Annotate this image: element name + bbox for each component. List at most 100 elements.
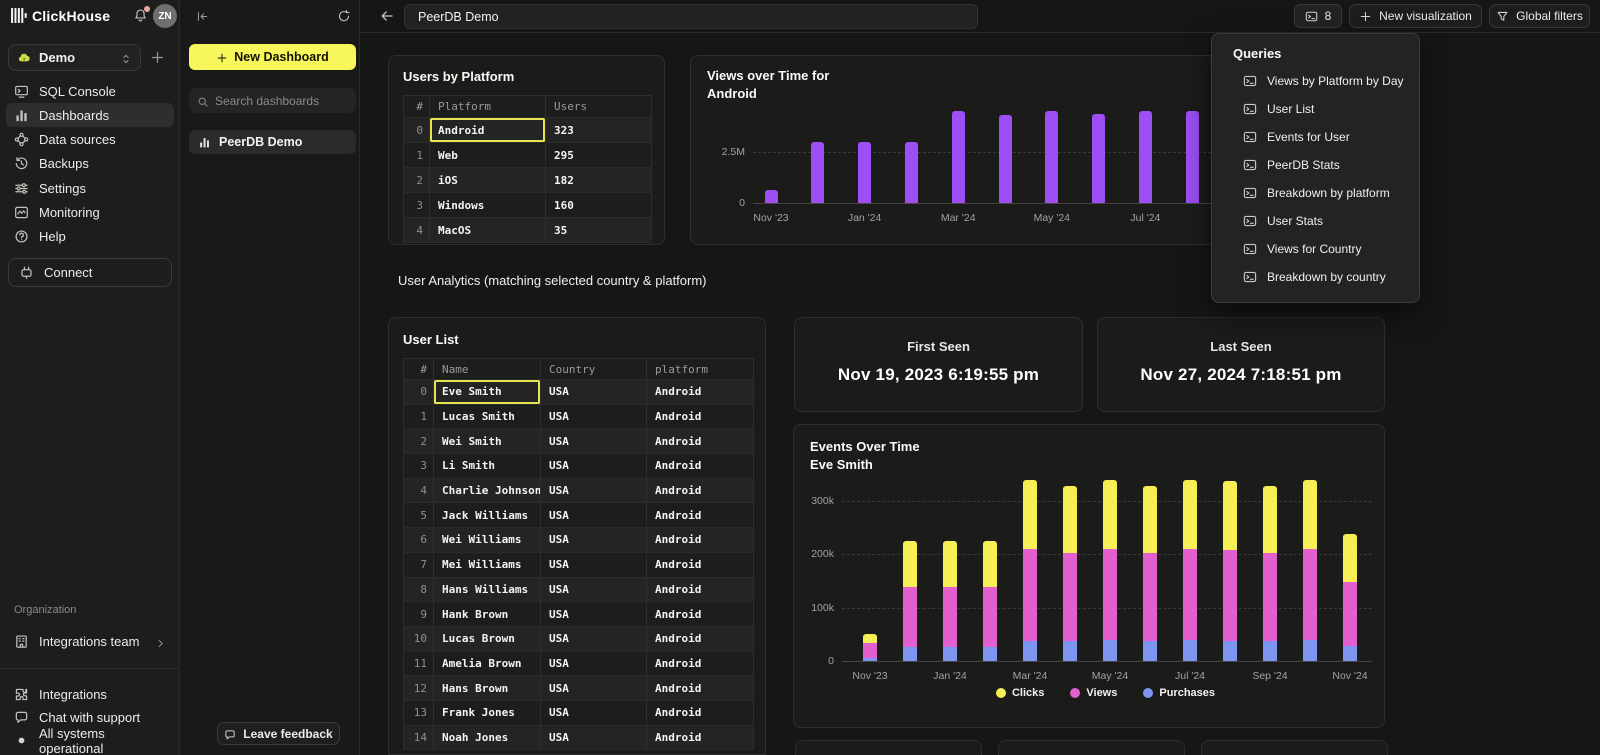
bar-segment-clicks[interactable] bbox=[983, 541, 997, 587]
table-cell[interactable]: Android bbox=[647, 429, 754, 455]
bar-segment-views[interactable] bbox=[1223, 550, 1237, 641]
table-row[interactable]: 8 Hans Williams USA Android bbox=[403, 577, 754, 603]
query-item-user-list[interactable]: User List bbox=[1212, 95, 1419, 123]
sidebar-item-backups[interactable]: Backups bbox=[6, 152, 174, 176]
bar-segment-clicks[interactable] bbox=[903, 541, 917, 587]
bar-segment-purchases[interactable] bbox=[983, 646, 997, 661]
bar-segment-purchases[interactable] bbox=[903, 646, 917, 661]
bar-segment-views[interactable] bbox=[1063, 552, 1077, 642]
sidebar-item-integrations-team[interactable]: Integrations team bbox=[6, 629, 174, 653]
connect-button[interactable]: Connect bbox=[8, 258, 172, 287]
table-cell[interactable]: Noah Jones bbox=[434, 725, 541, 751]
table-row[interactable]: 0 Eve Smith USA Android bbox=[403, 380, 754, 405]
dashboard-title-input[interactable] bbox=[404, 4, 978, 29]
sidebar-footer-item-chat-with-support[interactable]: Chat with support bbox=[6, 706, 174, 729]
query-item-breakdown-by-country[interactable]: Breakdown by country bbox=[1212, 263, 1419, 291]
bar-segment-views[interactable] bbox=[943, 586, 957, 648]
table-cell[interactable]: Lucas Smith bbox=[434, 404, 541, 430]
bar[interactable] bbox=[1045, 111, 1059, 203]
table-row[interactable]: 1 Web 295 bbox=[403, 143, 652, 168]
table-cell[interactable]: USA bbox=[541, 651, 647, 677]
back-arrow-icon[interactable] bbox=[379, 8, 395, 24]
table-row[interactable]: 2 iOS 182 bbox=[403, 168, 652, 193]
dashboard-list-item[interactable]: PeerDB Demo bbox=[189, 130, 356, 154]
table-cell[interactable]: Hank Brown bbox=[434, 602, 541, 627]
new-visualization-button[interactable]: New visualization bbox=[1349, 4, 1482, 28]
table-row[interactable]: 13 Frank Jones USA Android bbox=[403, 700, 754, 726]
table-cell[interactable]: 0 bbox=[403, 380, 434, 405]
table-row[interactable]: 2 Wei Smith USA Android bbox=[403, 429, 754, 455]
table-cell[interactable]: 1 bbox=[403, 143, 430, 168]
table-cell[interactable]: Frank Jones bbox=[434, 700, 541, 726]
bar[interactable] bbox=[1092, 114, 1106, 203]
bar-segment-clicks[interactable] bbox=[863, 634, 877, 644]
sidebar-item-help[interactable]: Help bbox=[6, 225, 174, 249]
bar-segment-purchases[interactable] bbox=[1023, 640, 1037, 661]
table-row[interactable]: 6 Wei Williams USA Android bbox=[403, 528, 754, 553]
table-cell[interactable]: Android bbox=[647, 602, 754, 627]
global-filters-button[interactable]: Global filters bbox=[1489, 4, 1590, 28]
column-header[interactable]: Name bbox=[434, 358, 541, 380]
table-cell[interactable]: 4 bbox=[403, 218, 430, 243]
table-cell[interactable]: USA bbox=[541, 404, 647, 430]
table-cell[interactable]: Lucas Brown bbox=[434, 626, 541, 652]
table-cell[interactable]: Android bbox=[647, 651, 754, 677]
bar[interactable] bbox=[1138, 111, 1152, 203]
legend-item-views[interactable]: Views bbox=[1070, 687, 1117, 699]
table-cell[interactable]: 3 bbox=[403, 454, 434, 479]
query-item-peerdb-stats[interactable]: PeerDB Stats bbox=[1212, 151, 1419, 179]
table-cell[interactable]: 295 bbox=[546, 143, 652, 168]
sidebar-item-sql-console[interactable]: SQL Console bbox=[6, 79, 174, 103]
table-cell[interactable]: USA bbox=[541, 577, 647, 603]
legend-item-purchases[interactable]: Purchases bbox=[1143, 687, 1215, 699]
bar-segment-views[interactable] bbox=[1343, 581, 1357, 646]
bar-segment-views[interactable] bbox=[1023, 549, 1037, 641]
bar-segment-views[interactable] bbox=[903, 586, 917, 647]
table-cell[interactable]: 2 bbox=[403, 429, 434, 455]
new-dashboard-button[interactable]: New Dashboard bbox=[189, 44, 356, 70]
table-row[interactable]: 10 Lucas Brown USA Android bbox=[403, 626, 754, 652]
table-cell[interactable]: 11 bbox=[403, 651, 434, 677]
legend-item-clicks[interactable]: Clicks bbox=[995, 687, 1044, 699]
bar[interactable] bbox=[764, 189, 778, 203]
table-cell[interactable]: 14 bbox=[403, 725, 434, 751]
table-cell[interactable]: Web bbox=[430, 143, 546, 168]
table-row[interactable]: 0 Android 323 bbox=[403, 118, 652, 143]
bar-segment-clicks[interactable] bbox=[1343, 533, 1357, 582]
table-cell[interactable]: Android bbox=[430, 118, 546, 143]
collapse-panel-icon[interactable] bbox=[196, 10, 209, 23]
table-cell[interactable]: USA bbox=[541, 503, 647, 529]
column-header[interactable]: # bbox=[403, 95, 430, 118]
bar-segment-clicks[interactable] bbox=[1223, 480, 1237, 551]
bar-segment-purchases[interactable] bbox=[943, 647, 957, 661]
bar[interactable] bbox=[811, 141, 825, 203]
column-header[interactable]: Platform bbox=[430, 95, 546, 118]
table-cell[interactable]: USA bbox=[541, 676, 647, 701]
bar-segment-views[interactable] bbox=[1103, 549, 1117, 640]
table-cell[interactable]: 7 bbox=[403, 552, 434, 578]
query-item-views-by-platform-by-day[interactable]: Views by Platform by Day bbox=[1212, 67, 1419, 95]
table-cell[interactable]: Android bbox=[647, 577, 754, 603]
bar-segment-purchases[interactable] bbox=[1343, 645, 1357, 661]
table-cell[interactable]: Li Smith bbox=[434, 454, 541, 479]
table-cell[interactable]: Android bbox=[647, 478, 754, 504]
table-cell[interactable]: Android bbox=[647, 626, 754, 652]
table-row[interactable]: 4 MacOS 35 bbox=[403, 218, 652, 243]
table-row[interactable]: 9 Hank Brown USA Android bbox=[403, 602, 754, 627]
table-cell[interactable]: Charlie Johnson bbox=[434, 478, 541, 504]
refresh-icon[interactable] bbox=[337, 9, 351, 23]
table-cell[interactable]: Android bbox=[647, 503, 754, 529]
table-cell[interactable]: USA bbox=[541, 380, 647, 405]
table-cell[interactable]: USA bbox=[541, 478, 647, 504]
bar-segment-purchases[interactable] bbox=[1263, 641, 1277, 661]
table-cell[interactable]: Hans Brown bbox=[434, 676, 541, 701]
bar-segment-views[interactable] bbox=[1303, 549, 1317, 640]
table-row[interactable]: 3 Li Smith USA Android bbox=[403, 454, 754, 479]
bar-segment-purchases[interactable] bbox=[1063, 641, 1077, 661]
bar-segment-clicks[interactable] bbox=[1303, 479, 1317, 549]
table-cell[interactable]: Wei Smith bbox=[434, 429, 541, 455]
table-cell[interactable]: USA bbox=[541, 454, 647, 479]
bar[interactable] bbox=[858, 141, 872, 203]
bar-segment-clicks[interactable] bbox=[1103, 479, 1117, 549]
table-cell[interactable]: Android bbox=[647, 552, 754, 578]
